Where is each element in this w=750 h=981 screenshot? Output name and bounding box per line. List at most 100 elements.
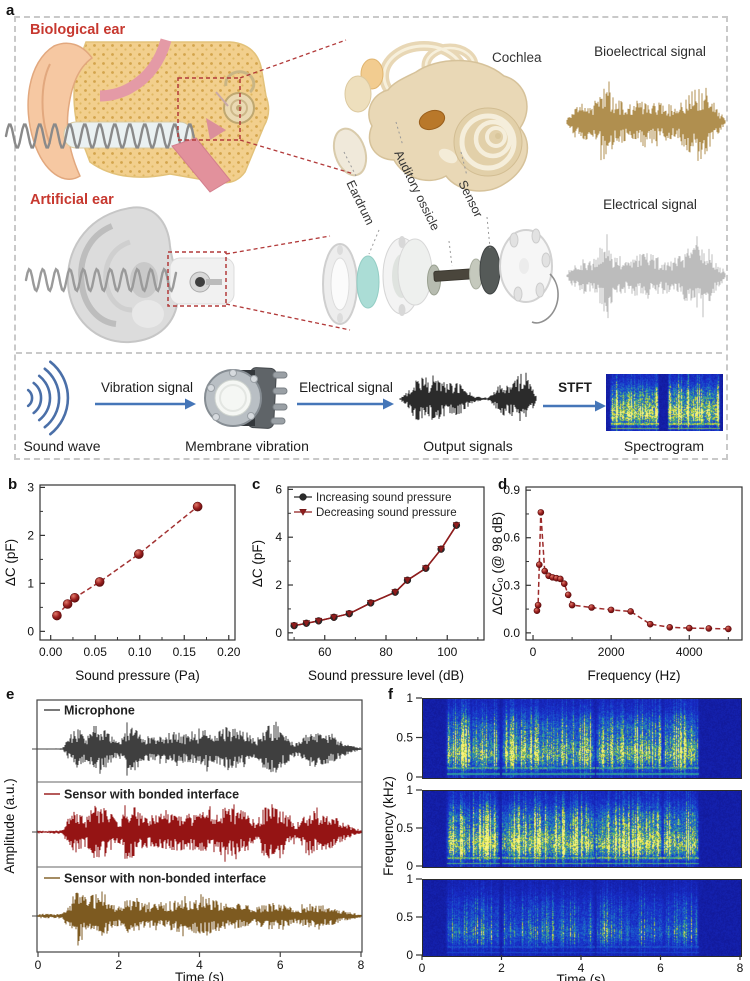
chart-frequency-response: 0 2000 4000 0.0 0.3 0.6 0.9 Frequency (Hz) ΔC/C₀… bbox=[490, 483, 743, 683]
arrow-stft bbox=[543, 400, 606, 412]
svg-text:Time (s): Time (s) bbox=[175, 970, 224, 981]
arrow-vibration bbox=[95, 398, 196, 410]
svg-text:Frequency (kHz): Frequency (kHz) bbox=[381, 776, 396, 876]
cochlea-spiral-turn-2 bbox=[473, 119, 513, 159]
incus-blob bbox=[344, 75, 372, 113]
svg-text:0.3: 0.3 bbox=[503, 578, 520, 592]
svg-text:0: 0 bbox=[406, 948, 413, 962]
svg-text:2: 2 bbox=[275, 578, 282, 592]
svg-text:Frequency (Hz): Frequency (Hz) bbox=[587, 668, 680, 683]
svg-text:1: 1 bbox=[406, 783, 413, 797]
stft-label: STFT bbox=[558, 380, 592, 395]
svg-text:0: 0 bbox=[275, 626, 282, 640]
spectrogram-non-bonded bbox=[422, 879, 742, 957]
svg-text:0.00: 0.00 bbox=[39, 645, 63, 659]
bioelectrical-waveform bbox=[566, 81, 726, 161]
sensor-housing-hole-2 bbox=[531, 228, 541, 244]
cochlea-spiral-turn-3 bbox=[485, 126, 507, 148]
sound-wave-biological bbox=[4, 123, 197, 149]
svg-text:Sound pressure level (dB): Sound pressure level (dB) bbox=[308, 668, 464, 683]
clamp-ring-hole bbox=[330, 257, 350, 311]
panel-a-divider bbox=[16, 352, 722, 354]
svg-text:6: 6 bbox=[275, 482, 282, 496]
svg-text:2000: 2000 bbox=[598, 645, 625, 659]
spectrogram-microphone bbox=[422, 698, 742, 779]
panel-c-label: c bbox=[252, 476, 261, 493]
biological-ear-illustration bbox=[4, 38, 270, 193]
output-signals-caption: Output signals bbox=[423, 438, 513, 454]
eardrum-disc bbox=[356, 255, 380, 309]
sound-wave-icon bbox=[26, 360, 70, 436]
spectrogram-bonded bbox=[422, 790, 742, 868]
svg-text:1: 1 bbox=[406, 691, 413, 705]
ear-canal-band bbox=[99, 38, 172, 102]
implanted-sensor-core bbox=[195, 277, 205, 287]
svg-text:0: 0 bbox=[406, 859, 413, 873]
vibration-signal-label: Vibration signal bbox=[100, 380, 194, 395]
spectrogram-caption: Spectrogram bbox=[623, 438, 705, 454]
panel-b-label: b bbox=[8, 476, 18, 493]
svg-text:0.05: 0.05 bbox=[84, 645, 108, 659]
electrical-signal-flow-label: Electrical signal bbox=[299, 380, 393, 395]
svg-text:4: 4 bbox=[578, 961, 585, 975]
panel-e-label: e bbox=[6, 686, 15, 703]
housing-bolt-bottom bbox=[398, 304, 406, 316]
chart-spl-hysteresis: 60 80 100 0 2 4 6 Sound pressure level (dB) ΔC (… bbox=[250, 482, 485, 683]
svg-text:Sensor with non-bonded interfa: Sensor with non-bonded interface bbox=[64, 872, 266, 886]
zoom-box-artificial bbox=[167, 251, 227, 307]
panel-f-label: f bbox=[388, 686, 393, 703]
svg-text:2: 2 bbox=[27, 528, 34, 542]
svg-text:4000: 4000 bbox=[676, 645, 703, 659]
sensor-housing-center bbox=[519, 258, 529, 274]
svg-text:8: 8 bbox=[737, 961, 744, 975]
silicone-ear-lobe bbox=[132, 300, 164, 328]
svg-text:100: 100 bbox=[437, 645, 457, 659]
eustachian-wedge bbox=[206, 118, 226, 140]
sensor-disc bbox=[479, 245, 501, 295]
silicone-ear-helix bbox=[78, 223, 117, 327]
spectrogram-panel: 1 0.5 0 1 0.5 0 1 0.5 0 0 2 4 6 8 Time (s) Frequency (k… bbox=[381, 688, 750, 981]
svg-text:0.5: 0.5 bbox=[396, 821, 413, 835]
exploded-sensor-assembly bbox=[322, 228, 559, 325]
svg-text:Increasing sound pressure: Increasing sound pressure bbox=[316, 492, 452, 504]
arrow-electrical bbox=[297, 398, 394, 410]
waveform-comparison-panel: Microphone Sensor with bonded interface Se… bbox=[2, 699, 365, 981]
bioelectrical-signal-title: Bioelectrical signal bbox=[594, 44, 706, 59]
output-signals-waveform bbox=[399, 372, 537, 421]
svg-text:2: 2 bbox=[498, 961, 505, 975]
svg-text:60: 60 bbox=[318, 645, 332, 659]
svg-text:ΔC (pF): ΔC (pF) bbox=[3, 539, 18, 586]
clamp-ring-bolt-bottom bbox=[337, 313, 343, 323]
sensor-housing-hole-4 bbox=[535, 282, 545, 298]
electrical-signal-title: Electrical signal bbox=[603, 197, 697, 212]
svg-text:80: 80 bbox=[379, 645, 393, 659]
svg-text:6: 6 bbox=[657, 961, 664, 975]
artificial-ear-label: Artificial ear bbox=[30, 192, 114, 208]
svg-text:0: 0 bbox=[530, 645, 537, 659]
panel-a-label: a bbox=[6, 2, 15, 19]
implanted-sensor-stem bbox=[206, 279, 222, 285]
svg-text:0.5: 0.5 bbox=[396, 731, 413, 745]
cochlea-small-core bbox=[236, 105, 242, 111]
inner-ear-illustration bbox=[332, 41, 529, 192]
svg-text:0.5: 0.5 bbox=[396, 910, 413, 924]
round-window bbox=[438, 148, 458, 164]
svg-text:Sensor with bonded interface: Sensor with bonded interface bbox=[64, 788, 239, 802]
svg-text:0.6: 0.6 bbox=[503, 531, 520, 545]
svg-text:0.15: 0.15 bbox=[173, 645, 197, 659]
sensor-housing-hole-1 bbox=[509, 232, 519, 248]
svg-text:0: 0 bbox=[406, 770, 413, 784]
svg-text:Microphone: Microphone bbox=[64, 704, 135, 718]
svg-text:Decreasing sound pressure: Decreasing sound pressure bbox=[316, 507, 457, 519]
svg-text:0.9: 0.9 bbox=[503, 483, 520, 497]
svg-text:ΔC (pF): ΔC (pF) bbox=[250, 540, 265, 587]
svg-text:0: 0 bbox=[419, 961, 426, 975]
svg-text:0.20: 0.20 bbox=[217, 645, 241, 659]
zoom-box-biological bbox=[177, 77, 241, 141]
cochlea-spiral-apex bbox=[495, 133, 501, 139]
ossicle-hint bbox=[215, 91, 229, 107]
svg-text:ΔC/C₀ (@ 98 dB): ΔC/C₀ (@ 98 dB) bbox=[490, 512, 505, 615]
svg-text:8: 8 bbox=[358, 958, 365, 972]
